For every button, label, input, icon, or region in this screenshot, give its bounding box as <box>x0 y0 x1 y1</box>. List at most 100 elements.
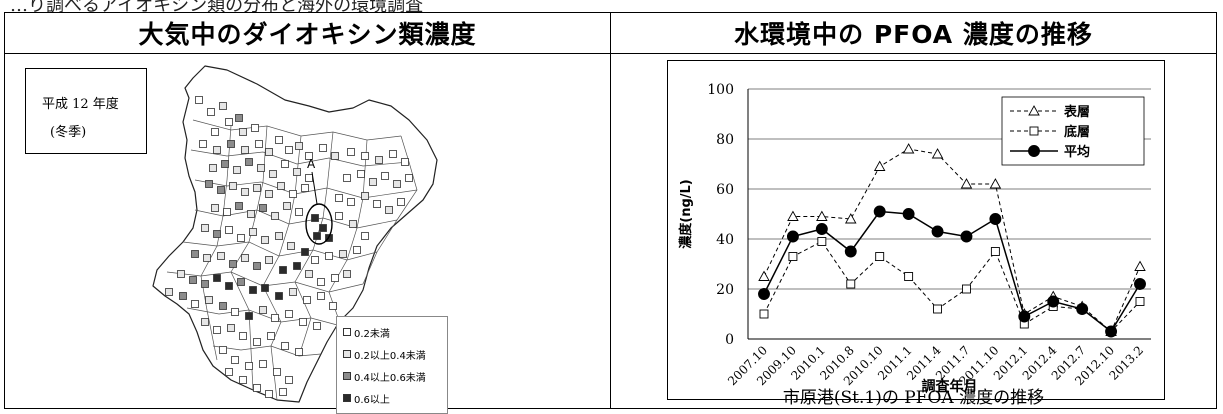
monitoring-point-marker <box>373 200 381 208</box>
monitoring-point-marker <box>293 262 301 270</box>
monitoring-point-marker <box>211 128 219 136</box>
monitoring-point-marker <box>311 214 319 222</box>
monitoring-point-marker <box>329 302 337 310</box>
legend-label: 0.6以上 <box>354 394 390 406</box>
monitoring-point-marker <box>311 256 319 264</box>
legend-item: 0.4以上0.6未満 <box>343 369 426 384</box>
monitoring-point-marker <box>281 342 289 350</box>
monitoring-point-marker <box>213 230 221 238</box>
legend-label: 0.4以上0.6未満 <box>354 372 426 384</box>
monitoring-point-marker <box>357 170 365 178</box>
monitoring-point-marker <box>317 278 325 286</box>
monitoring-point-marker <box>287 242 295 250</box>
monitoring-point-marker <box>219 302 227 310</box>
region-a-highlight <box>305 203 333 245</box>
monitoring-point-marker <box>253 384 261 392</box>
data-point <box>931 225 944 238</box>
monitoring-point-marker <box>225 118 233 126</box>
data-point <box>989 178 1002 189</box>
monitoring-point-marker <box>255 140 263 148</box>
monitoring-point-marker <box>375 156 383 164</box>
series-line <box>763 148 1141 333</box>
monitoring-point-marker <box>203 254 211 262</box>
monitoring-point-marker <box>235 114 243 122</box>
monitoring-point-marker <box>265 256 273 264</box>
monitoring-point-marker <box>219 102 227 110</box>
data-point <box>815 223 828 235</box>
monitoring-point-marker <box>225 282 233 290</box>
monitoring-point-marker <box>201 280 209 288</box>
monitoring-point-marker <box>301 184 309 192</box>
data-point <box>844 245 857 258</box>
monitoring-point-marker <box>189 276 197 284</box>
dioxin-map-figure: A 平成 12 年度 (冬季) 0.2未満 0.2以上0.4未満 <box>17 60 605 414</box>
monitoring-point-marker <box>279 388 287 396</box>
monitoring-point-marker <box>251 124 259 132</box>
monitoring-point-marker <box>229 182 237 190</box>
monitoring-point-marker <box>249 228 257 236</box>
pfoa-line-chart: 0204060801002007.102009.102010.12010.820… <box>678 82 1151 395</box>
data-point <box>933 304 942 314</box>
monitoring-point-marker <box>227 140 235 148</box>
legend-item: 0.2未満 <box>343 325 390 340</box>
monitoring-point-marker <box>275 136 283 144</box>
monitoring-point-marker <box>241 146 249 154</box>
monitoring-point-marker <box>361 152 369 160</box>
data-point <box>759 309 769 319</box>
data-point <box>873 160 886 171</box>
legend-swatch <box>343 394 351 402</box>
monitoring-point-marker <box>285 310 293 318</box>
monitoring-point-marker <box>275 292 283 300</box>
data-point <box>758 288 770 300</box>
monitoring-point-marker <box>267 332 275 340</box>
data-point <box>1135 297 1145 306</box>
data-point <box>786 230 799 243</box>
monitoring-point-marker <box>313 232 321 240</box>
monitoring-point-marker <box>247 210 255 218</box>
y-tick-label: 80 <box>716 132 734 148</box>
monitoring-point-marker <box>231 308 239 316</box>
monitoring-point-marker <box>253 262 261 270</box>
monitoring-point-marker <box>209 164 217 172</box>
legend-swatch <box>343 350 351 358</box>
monitoring-point-marker <box>261 284 269 292</box>
monitoring-point-marker <box>259 360 267 368</box>
monitoring-point-marker <box>241 254 249 262</box>
monitoring-point-marker <box>305 270 313 278</box>
monitoring-point-marker <box>397 198 405 206</box>
data-point <box>1047 295 1060 308</box>
monitoring-point-marker <box>191 250 199 258</box>
monitoring-point-marker <box>227 324 235 332</box>
data-point <box>1018 310 1031 323</box>
data-point <box>758 270 770 281</box>
monitoring-point-marker <box>241 188 249 196</box>
monitoring-point-marker <box>225 368 233 376</box>
monitoring-point-marker <box>239 332 247 340</box>
monitoring-point-marker <box>179 292 187 300</box>
monitoring-point-marker <box>207 108 215 116</box>
chart-caption: 市原港(St.1)の PFOA 濃度の推移 <box>782 388 1045 408</box>
monitoring-point-marker <box>273 368 281 376</box>
monitoring-point-marker <box>361 232 369 240</box>
monitoring-point-marker <box>259 204 267 212</box>
monitoring-point-marker <box>347 148 355 156</box>
monitoring-point-marker <box>319 224 327 232</box>
data-point <box>875 252 885 261</box>
chiba-map: A <box>152 65 438 403</box>
monitoring-point-marker <box>305 174 313 182</box>
monitoring-point-marker <box>259 306 267 314</box>
map-cell: A 平成 12 年度 (冬季) 0.2未満 0.2以上0.4未満 <box>4 53 611 414</box>
pfoa-chart-frame: 0 20 40 60 80 100 2007.10 2009.10 2010.1 2010.8 20… <box>667 60 1165 400</box>
monitoring-point-marker <box>219 346 227 354</box>
data-point <box>816 210 828 221</box>
monitoring-point-marker <box>235 202 243 210</box>
monitoring-point-marker <box>239 376 247 384</box>
monitoring-point-marker <box>299 318 307 326</box>
monitoring-point-marker <box>265 148 273 156</box>
data-point <box>1134 260 1146 271</box>
monitoring-point-marker <box>225 226 233 234</box>
data-point <box>989 213 1002 225</box>
monitoring-point-marker <box>289 190 297 198</box>
monitoring-point-marker <box>331 274 339 282</box>
monitoring-point-marker <box>339 250 347 258</box>
